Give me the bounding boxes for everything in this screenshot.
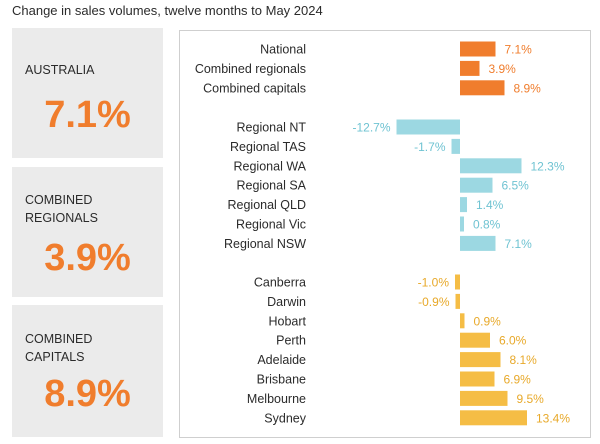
- category-label: Sydney: [264, 411, 306, 425]
- category-label: Regional NT: [237, 121, 307, 135]
- data-label: 8.1%: [510, 353, 538, 367]
- bar: [455, 274, 460, 290]
- data-label: -0.9%: [418, 295, 450, 309]
- bar: [460, 371, 495, 387]
- category-label: Hobart: [268, 314, 306, 328]
- data-label: 8.9%: [514, 81, 542, 95]
- category-label: Regional QLD: [227, 198, 306, 212]
- bar: [460, 313, 465, 329]
- bar: [460, 41, 496, 57]
- bar: [460, 332, 490, 348]
- data-label: 12.3%: [531, 159, 565, 173]
- stat-value: 3.9%: [44, 237, 131, 279]
- stat-label: AUSTRALIA: [25, 63, 95, 77]
- bar-chart: National 7.1% Combined regionals 3.9% Combin…: [195, 41, 570, 426]
- stat-card-combined-capitals: COMBINED CAPITALS 8.9%: [12, 305, 163, 437]
- bar: [451, 138, 460, 154]
- data-label: 6.5%: [502, 179, 530, 193]
- category-label: Combined capitals: [203, 81, 306, 95]
- data-label: 7.1%: [505, 43, 533, 57]
- data-label: 7.1%: [505, 237, 533, 251]
- stat-value: 8.9%: [44, 373, 131, 415]
- bar: [460, 235, 496, 251]
- category-label: Canberra: [254, 276, 306, 290]
- category-label: Combined regionals: [195, 62, 306, 76]
- data-label: 3.9%: [489, 62, 517, 76]
- category-label: Regional TAS: [230, 140, 306, 154]
- category-label: Regional SA: [237, 179, 307, 193]
- bar: [460, 216, 464, 232]
- stat-card-australia: AUSTRALIA 7.1%: [12, 28, 163, 158]
- category-label: Adelaide: [257, 353, 306, 367]
- bar: [460, 177, 493, 193]
- stat-value: 7.1%: [44, 94, 131, 136]
- bar: [460, 197, 467, 213]
- data-label: 6.0%: [499, 334, 527, 348]
- bar: [460, 60, 480, 76]
- bar: [460, 390, 508, 406]
- stat-label: COMBINED REGIONALS: [25, 193, 98, 225]
- stat-card-combined-regionals: COMBINED REGIONALS 3.9%: [12, 167, 163, 297]
- category-label: Melbourne: [247, 392, 306, 406]
- category-label: Darwin: [267, 295, 306, 309]
- category-label: Regional NSW: [224, 237, 306, 251]
- category-label: Brisbane: [257, 373, 306, 387]
- category-label: Regional WA: [234, 159, 307, 173]
- chart-title: Change in sales volumes, twelve months t…: [12, 3, 323, 18]
- bar: [460, 80, 505, 96]
- data-label: 13.4%: [536, 411, 570, 425]
- data-label: 9.5%: [517, 392, 545, 406]
- category-label: Regional Vic: [236, 218, 306, 232]
- data-label: -12.7%: [352, 121, 390, 135]
- bar: [460, 410, 527, 426]
- bar: [396, 119, 460, 135]
- data-label: 6.9%: [504, 373, 532, 387]
- bar: [455, 293, 460, 309]
- stat-label: COMBINED CAPITALS: [25, 332, 93, 364]
- category-label: National: [260, 43, 306, 57]
- bar: [460, 352, 501, 368]
- bar: [460, 158, 522, 174]
- data-label: -1.0%: [418, 276, 450, 290]
- data-label: 0.8%: [473, 218, 501, 232]
- data-label: 0.9%: [474, 314, 502, 328]
- data-label: 1.4%: [476, 198, 504, 212]
- category-label: Perth: [276, 334, 306, 348]
- chart-panel: [179, 30, 591, 438]
- data-label: -1.7%: [414, 140, 446, 154]
